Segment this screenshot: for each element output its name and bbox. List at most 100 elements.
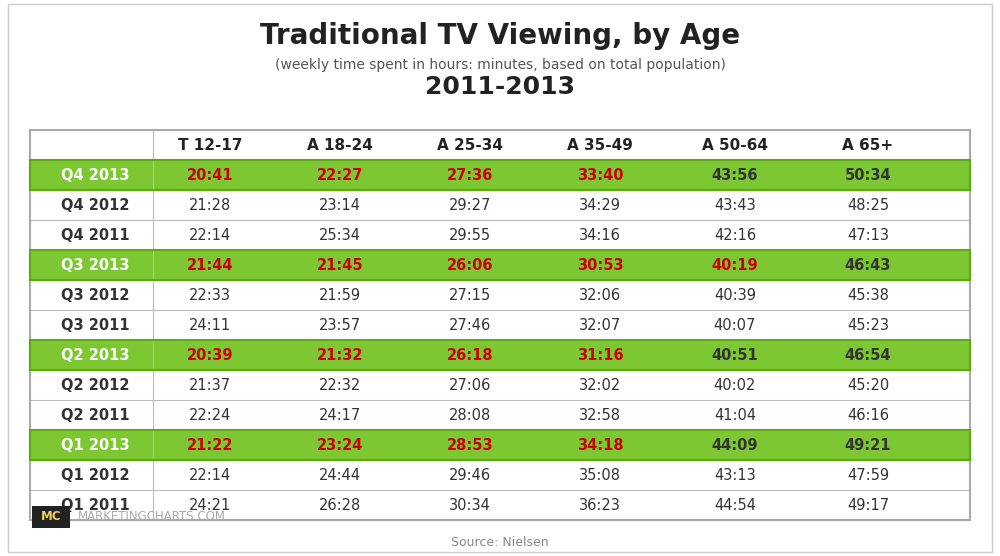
- Bar: [30, 310, 970, 340]
- Text: 21:32: 21:32: [317, 348, 363, 363]
- Text: 32:02: 32:02: [579, 378, 621, 393]
- Text: A 25-34: A 25-34: [437, 137, 503, 152]
- Bar: [30, 370, 970, 400]
- Text: Q4 2012: Q4 2012: [61, 197, 129, 212]
- Text: A 65+: A 65+: [842, 137, 894, 152]
- Text: 26:18: 26:18: [447, 348, 493, 363]
- Text: 21:22: 21:22: [187, 438, 233, 453]
- Text: 34:16: 34:16: [579, 227, 621, 242]
- Text: A 18-24: A 18-24: [307, 137, 373, 152]
- Text: 46:43: 46:43: [845, 257, 891, 272]
- Bar: [30, 460, 970, 490]
- Text: Q3 2013: Q3 2013: [61, 257, 129, 272]
- Text: 27:46: 27:46: [449, 317, 491, 332]
- Text: 43:43: 43:43: [714, 197, 756, 212]
- Text: 22:27: 22:27: [317, 167, 363, 182]
- Text: 47:59: 47:59: [847, 468, 889, 483]
- Text: 21:44: 21:44: [187, 257, 233, 272]
- Text: 23:24: 23:24: [317, 438, 363, 453]
- Text: 24:44: 24:44: [319, 468, 361, 483]
- Bar: [30, 340, 970, 370]
- Bar: [30, 430, 970, 460]
- Text: 35:08: 35:08: [579, 468, 621, 483]
- Bar: [30, 190, 970, 220]
- Text: Q4 2013: Q4 2013: [61, 167, 129, 182]
- Text: 20:41: 20:41: [187, 167, 233, 182]
- Text: 32:07: 32:07: [579, 317, 621, 332]
- Text: Q1 2011: Q1 2011: [61, 498, 129, 513]
- Text: 29:55: 29:55: [449, 227, 491, 242]
- Text: 26:28: 26:28: [319, 498, 361, 513]
- Text: 46:16: 46:16: [847, 408, 889, 423]
- Text: 22:24: 22:24: [189, 408, 231, 423]
- Text: 25:34: 25:34: [319, 227, 361, 242]
- Text: Traditional TV Viewing, by Age: Traditional TV Viewing, by Age: [260, 22, 740, 50]
- Bar: [30, 160, 970, 190]
- Text: 30:53: 30:53: [577, 257, 623, 272]
- Text: Q2 2013: Q2 2013: [61, 348, 129, 363]
- Text: MC: MC: [41, 510, 61, 524]
- Text: 40:07: 40:07: [714, 317, 756, 332]
- Text: 43:56: 43:56: [712, 167, 758, 182]
- Text: 34:18: 34:18: [577, 438, 623, 453]
- Bar: [30, 400, 970, 430]
- Text: Q4 2011: Q4 2011: [61, 227, 129, 242]
- Text: MARKETINGCHARTS.COM: MARKETINGCHARTS.COM: [78, 510, 226, 524]
- Bar: [30, 280, 970, 310]
- Text: 33:40: 33:40: [577, 167, 623, 182]
- Text: 27:06: 27:06: [449, 378, 491, 393]
- Text: 21:37: 21:37: [189, 378, 231, 393]
- Text: 50:34: 50:34: [845, 167, 891, 182]
- Text: 21:45: 21:45: [317, 257, 363, 272]
- Text: 31:16: 31:16: [577, 348, 623, 363]
- Text: 20:39: 20:39: [187, 348, 233, 363]
- Text: 2011-2013: 2011-2013: [425, 75, 575, 99]
- Text: 24:11: 24:11: [189, 317, 231, 332]
- Text: 42:16: 42:16: [714, 227, 756, 242]
- Text: Q3 2011: Q3 2011: [61, 317, 129, 332]
- Text: 22:14: 22:14: [189, 227, 231, 242]
- Text: 40:19: 40:19: [712, 257, 758, 272]
- Text: 22:32: 22:32: [319, 378, 361, 393]
- Text: 24:17: 24:17: [319, 408, 361, 423]
- Text: 40:39: 40:39: [714, 287, 756, 302]
- Text: (weekly time spent in hours: minutes, based on total population): (weekly time spent in hours: minutes, ba…: [275, 58, 725, 72]
- Text: 24:21: 24:21: [189, 498, 231, 513]
- Text: 21:28: 21:28: [189, 197, 231, 212]
- Text: 49:21: 49:21: [845, 438, 891, 453]
- Text: 45:38: 45:38: [847, 287, 889, 302]
- Text: 43:13: 43:13: [714, 468, 756, 483]
- Bar: [30, 220, 970, 250]
- Bar: [30, 130, 970, 520]
- Text: Source: Nielsen: Source: Nielsen: [451, 537, 549, 549]
- Text: 29:46: 29:46: [449, 468, 491, 483]
- Text: T 12-17: T 12-17: [178, 137, 242, 152]
- Text: 23:57: 23:57: [319, 317, 361, 332]
- Text: 29:27: 29:27: [449, 197, 491, 212]
- Text: 46:54: 46:54: [845, 348, 891, 363]
- Text: Q2 2012: Q2 2012: [61, 378, 129, 393]
- Bar: [30, 160, 970, 190]
- Text: 44:09: 44:09: [712, 438, 758, 453]
- Bar: [32, 506, 70, 528]
- Text: 34:29: 34:29: [579, 197, 621, 212]
- Text: 32:06: 32:06: [579, 287, 621, 302]
- Text: 30:34: 30:34: [449, 498, 491, 513]
- Text: A 35-49: A 35-49: [567, 137, 633, 152]
- Text: 48:25: 48:25: [847, 197, 889, 212]
- Text: 40:02: 40:02: [714, 378, 756, 393]
- Text: 27:15: 27:15: [449, 287, 491, 302]
- Text: Q1 2012: Q1 2012: [61, 468, 129, 483]
- Text: 36:23: 36:23: [579, 498, 621, 513]
- Text: Q3 2012: Q3 2012: [61, 287, 129, 302]
- Bar: [30, 250, 970, 280]
- Bar: [30, 250, 970, 280]
- Text: 41:04: 41:04: [714, 408, 756, 423]
- Text: 21:59: 21:59: [319, 287, 361, 302]
- Text: 27:36: 27:36: [447, 167, 493, 182]
- Text: Q1 2013: Q1 2013: [61, 438, 129, 453]
- Bar: [30, 490, 970, 520]
- Text: 28:53: 28:53: [447, 438, 493, 453]
- Text: 44:54: 44:54: [714, 498, 756, 513]
- Text: 45:20: 45:20: [847, 378, 889, 393]
